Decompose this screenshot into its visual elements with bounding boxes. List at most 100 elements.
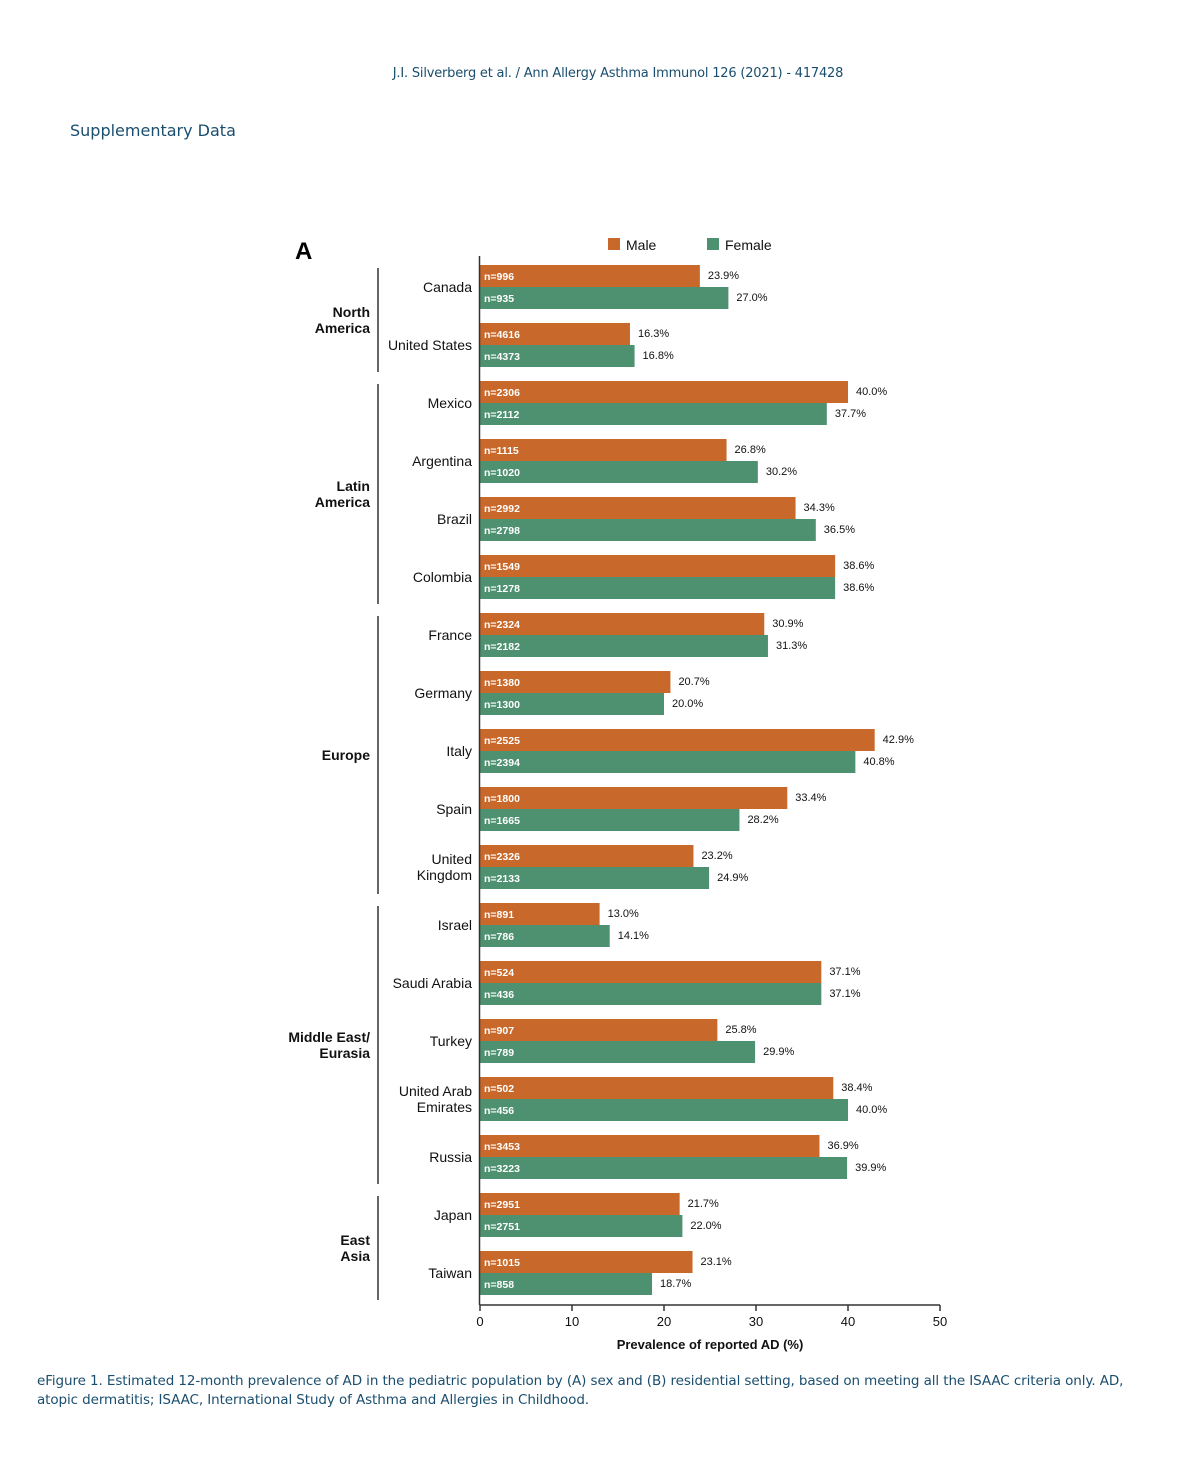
category-label: Israel <box>438 917 472 933</box>
bar-male <box>480 671 671 693</box>
bar-male <box>480 381 848 403</box>
bar-male <box>480 845 694 867</box>
category-label: United <box>432 851 472 867</box>
value-label: 38.6% <box>843 560 874 572</box>
value-label: 30.2% <box>766 466 797 478</box>
sample-size-label: n=4616 <box>484 329 520 341</box>
value-label: 31.3% <box>776 640 807 652</box>
bar-male <box>480 323 630 345</box>
value-label: 40.0% <box>856 1104 887 1116</box>
value-label: 30.9% <box>772 618 803 630</box>
bar-female <box>480 1215 683 1237</box>
value-label: 23.2% <box>701 850 732 862</box>
x-axis-title: Prevalence of reported AD (%) <box>617 1337 804 1352</box>
bars: n=996 23.9% n=935 27.0% n=4616 16.3% n=4373 16.… <box>480 265 914 1295</box>
bar-female <box>480 751 856 773</box>
value-label: 40.0% <box>856 386 887 398</box>
value-label: 42.9% <box>883 734 914 746</box>
sample-size-label: n=2525 <box>484 735 520 747</box>
sample-size-label: n=1020 <box>484 467 520 479</box>
region-label: East <box>340 1232 370 1248</box>
bar-male <box>480 787 788 809</box>
sample-size-label: n=1278 <box>484 583 520 595</box>
region-label: America <box>315 494 370 510</box>
sample-size-label: n=1665 <box>484 815 520 827</box>
bar-male <box>480 961 822 983</box>
sample-size-label: n=935 <box>484 293 514 305</box>
sample-size-label: n=1300 <box>484 699 520 711</box>
region-label: America <box>315 320 370 336</box>
panel-label: A <box>295 238 312 265</box>
region-label: Asia <box>340 1248 370 1264</box>
value-label: 33.4% <box>795 792 826 804</box>
value-label: 27.0% <box>736 292 767 304</box>
bar-female <box>480 1273 653 1295</box>
x-tick-label: 20 <box>657 1314 671 1329</box>
legend-label-male: Male <box>626 237 657 253</box>
category-label: Italy <box>446 743 472 759</box>
sample-size-label: n=1015 <box>484 1257 520 1269</box>
bar-female <box>480 403 827 425</box>
bar-female <box>480 983 822 1005</box>
bar-male <box>480 439 727 461</box>
sample-size-label: n=3453 <box>484 1141 520 1153</box>
bar-female <box>480 1041 756 1063</box>
sample-size-label: n=2324 <box>484 619 520 631</box>
category-label: France <box>428 627 472 643</box>
value-label: 20.7% <box>678 676 709 688</box>
sample-size-label: n=996 <box>484 271 514 283</box>
value-label: 23.1% <box>701 1256 732 1268</box>
sample-size-label: n=436 <box>484 989 514 1001</box>
value-label: 34.3% <box>804 502 835 514</box>
value-label: 20.0% <box>672 698 703 710</box>
sample-size-label: n=2751 <box>484 1221 520 1233</box>
sample-size-label: n=2394 <box>484 757 520 769</box>
region-label: Middle East/ <box>288 1029 370 1045</box>
x-tick-label: 10 <box>565 1314 579 1329</box>
value-label: 13.0% <box>608 908 639 920</box>
sample-size-label: n=2326 <box>484 851 520 863</box>
bar-female <box>480 809 740 831</box>
category-label: Kingdom <box>417 867 472 883</box>
value-label: 16.8% <box>643 350 674 362</box>
bar-male <box>480 497 796 519</box>
region-label: Latin <box>337 478 370 494</box>
bar-male <box>480 1251 693 1273</box>
bar-female <box>480 519 816 541</box>
sample-size-label: n=789 <box>484 1047 514 1059</box>
bar-male <box>480 903 600 925</box>
value-label: 25.8% <box>725 1024 756 1036</box>
bar-male <box>480 1019 718 1041</box>
bar-female <box>480 577 836 599</box>
value-label: 22.0% <box>690 1220 721 1232</box>
sample-size-label: n=858 <box>484 1279 514 1291</box>
value-label: 23.9% <box>708 270 739 282</box>
sample-size-label: n=2992 <box>484 503 520 515</box>
category-label: Argentina <box>412 453 472 469</box>
x-axis: 0 10 20 30 40 50 <box>476 1304 947 1329</box>
sample-size-label: n=786 <box>484 931 514 943</box>
category-label: Taiwan <box>428 1265 472 1281</box>
value-label: 21.7% <box>688 1198 719 1210</box>
region-label: Eurasia <box>319 1045 370 1061</box>
value-label: 36.9% <box>827 1140 858 1152</box>
region-label: North <box>333 304 370 320</box>
bar-male <box>480 613 765 635</box>
value-label: 37.1% <box>829 966 860 978</box>
section-title: Supplementary Data <box>70 121 236 140</box>
legend: Male Female <box>608 237 772 253</box>
x-tick-label: 50 <box>933 1314 947 1329</box>
x-tick-label: 40 <box>841 1314 855 1329</box>
category-label: Mexico <box>428 395 473 411</box>
bar-male <box>480 555 836 577</box>
sample-size-label: n=2798 <box>484 525 520 537</box>
bar-male <box>480 1077 834 1099</box>
category-label: Saudi Arabia <box>393 975 473 991</box>
category-labels: Canada United States Mexico Argentina Brazil… <box>388 279 472 1281</box>
bar-male <box>480 1193 680 1215</box>
bar-male <box>480 729 875 751</box>
bar-female <box>480 287 729 309</box>
category-label: Japan <box>434 1207 472 1223</box>
category-label: Brazil <box>437 511 472 527</box>
